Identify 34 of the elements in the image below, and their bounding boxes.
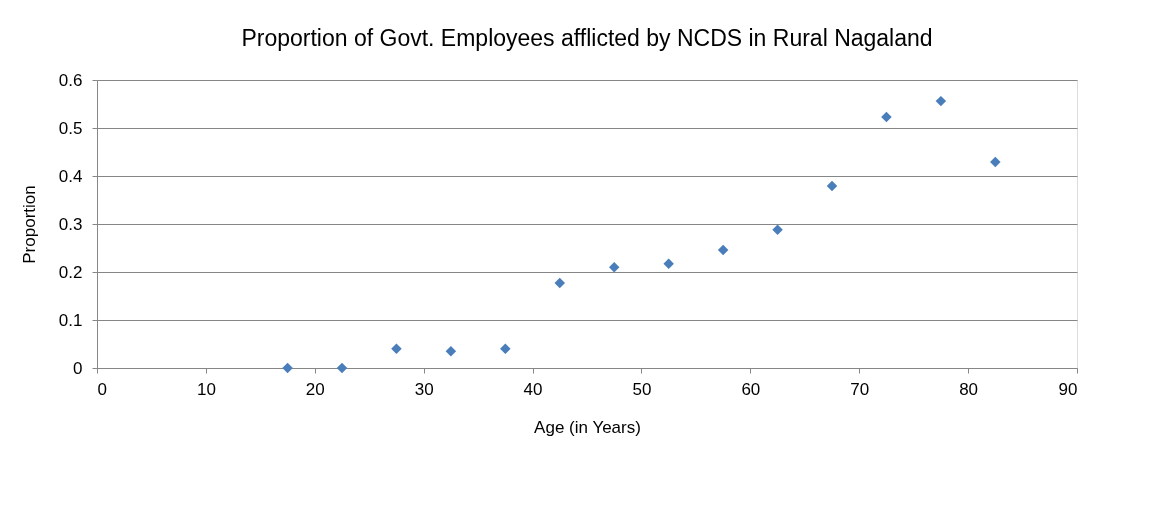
- point: [826, 180, 838, 192]
- point: [391, 343, 402, 355]
- point: [554, 277, 566, 289]
- x-tick-label: 0: [97, 379, 107, 399]
- y-tick-label: 0: [73, 358, 83, 378]
- x-tick-label: 50: [632, 379, 652, 399]
- x-tick-label: 70: [850, 379, 870, 399]
- point: [935, 95, 947, 107]
- point: [500, 343, 511, 355]
- x-tick-label: 90: [1058, 379, 1078, 399]
- point: [717, 244, 729, 256]
- y-tick-label: 0.4: [58, 166, 83, 186]
- x-tick-label: 60: [741, 379, 761, 399]
- point: [282, 362, 293, 374]
- point: [445, 345, 457, 357]
- y-tick-label: 0.1: [58, 310, 83, 330]
- point: [772, 224, 783, 235]
- chart-title: Proportion of Govt. Employees afflicted by NCDS in Rural Nagaland: [241, 25, 933, 51]
- x-axis-title: Age (in Years): [534, 417, 641, 437]
- point: [881, 111, 892, 123]
- point: [663, 258, 674, 270]
- point: [336, 362, 348, 374]
- y-tick-label: 0.5: [58, 118, 83, 138]
- y-tick-label: 0.3: [58, 214, 83, 234]
- point: [608, 261, 620, 273]
- x-tick-label: 80: [959, 379, 979, 399]
- y-tick-label: 0.6: [58, 70, 83, 90]
- point: [990, 156, 1001, 168]
- x-tick-label: 10: [196, 379, 216, 399]
- x-tick-label: 40: [523, 379, 543, 399]
- x-tick-label: 30: [414, 379, 434, 399]
- y-tick-label: 0.2: [58, 262, 83, 282]
- y-axis-title: Proportion: [19, 185, 39, 264]
- x-tick-label: 20: [305, 379, 325, 399]
